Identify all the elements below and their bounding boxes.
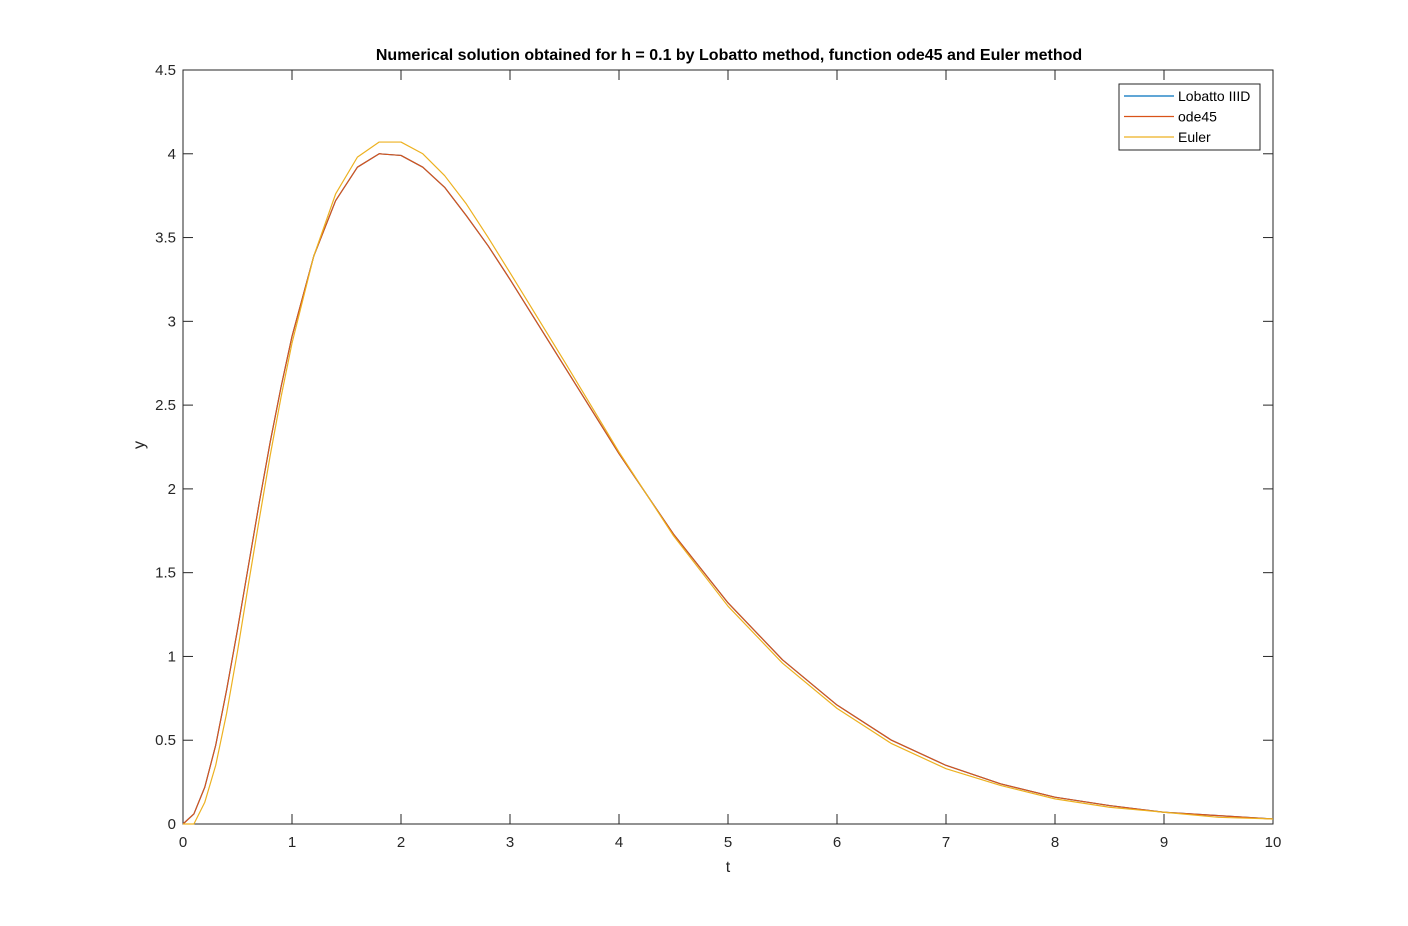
y-tick-label: 0	[168, 816, 176, 833]
x-tick-label: 5	[724, 834, 732, 851]
y-tick-label: 0.5	[155, 732, 176, 749]
y-tick-label: 1	[168, 648, 176, 665]
chart-title: Numerical solution obtained for h = 0.1 …	[376, 47, 1082, 64]
y-tick-label: 1.5	[155, 565, 176, 582]
y-tick-label: 2.5	[155, 397, 176, 414]
y-tick-label: 4	[168, 146, 176, 163]
legend: Lobatto IIID ode45 Euler	[1118, 83, 1261, 151]
legend-label-euler: Euler	[1178, 129, 1211, 145]
x-tick-label: 7	[942, 834, 950, 851]
y-axis: 0 0.5 1 1.5 2 2.5 3 3.5 4 4.5	[155, 62, 1273, 833]
legend-label-lobatto-iiid: Lobatto IIID	[1178, 88, 1250, 104]
series-lines	[182, 141, 1274, 825]
x-tick-label: 4	[615, 834, 623, 851]
x-tick-label: 9	[1160, 834, 1168, 851]
series-line-euler	[183, 141, 1274, 825]
series-line-ode45	[182, 153, 1274, 825]
x-tick-label: 1	[288, 834, 296, 851]
legend-label-ode45: ode45	[1178, 109, 1217, 125]
axes-box	[182, 69, 1274, 825]
x-axis: 0 1 2 3 4 5 6 7 8 9 10	[179, 70, 1282, 851]
y-tick-label: 2	[168, 481, 176, 498]
x-tick-label: 0	[179, 834, 187, 851]
x-axis-label: t	[726, 859, 731, 876]
plot-area: 0 1 2 3 4 5 6 7 8 9 10 0 0.5 1 1.5 2 2.5 3 3.5 4 4.5	[155, 62, 1281, 851]
y-tick-label: 4.5	[155, 62, 176, 79]
x-tick-label: 10	[1265, 834, 1282, 851]
x-tick-label: 2	[397, 834, 405, 851]
x-tick-label: 6	[833, 834, 841, 851]
x-tick-label: 3	[506, 834, 514, 851]
x-tick-label: 8	[1051, 834, 1059, 851]
y-tick-label: 3.5	[155, 230, 176, 247]
y-tick-label: 3	[168, 313, 176, 330]
y-axis-label: y	[131, 441, 148, 449]
